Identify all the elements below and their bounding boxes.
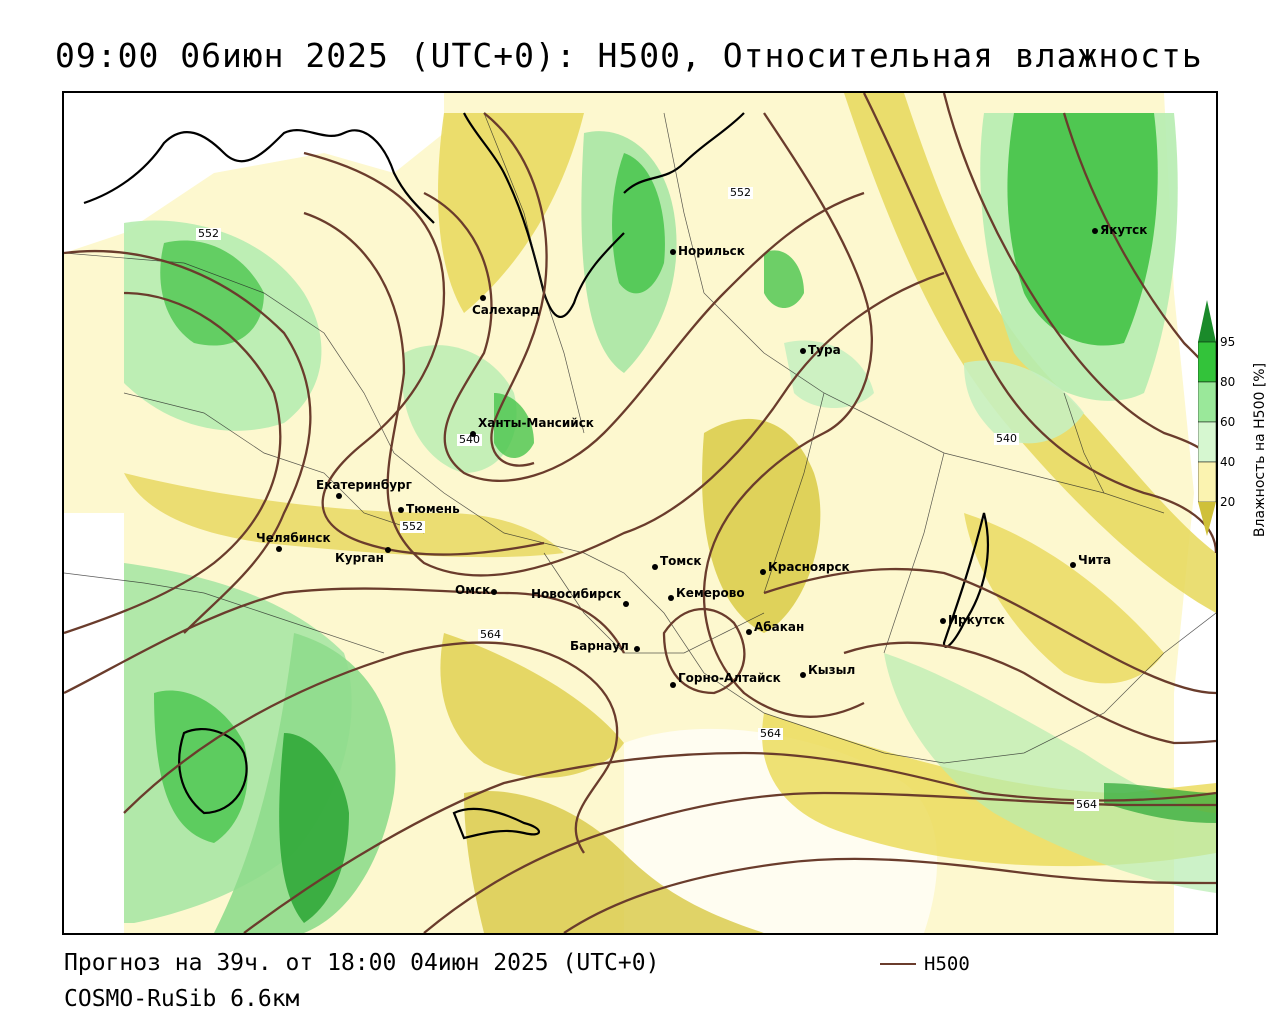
city-marker[interactable]: Екатеринбург (316, 478, 412, 499)
city-label: Омск (455, 583, 491, 597)
city-marker[interactable]: Курган (335, 547, 391, 565)
city-label: Новосибирск (531, 587, 622, 601)
city-marker[interactable]: Горно-Алтайск (670, 671, 781, 688)
city-label: Курган (335, 551, 384, 565)
city-marker[interactable]: Норильск (670, 244, 745, 258)
city-label: Тюмень (406, 502, 460, 516)
contour-label: 552 (400, 520, 425, 533)
colorbar-title: Влажность на H500 [%] (1252, 362, 1268, 538)
legend-label: H500 (924, 953, 970, 975)
city-label: Ханты-Мансийск (478, 416, 594, 430)
colorbar-tick: 40 (1220, 455, 1236, 469)
contour-label: 540 (994, 432, 1019, 445)
colorbar-tick: 20 (1220, 495, 1236, 509)
city-label: Норильск (678, 244, 745, 258)
city-label: Барнаул (570, 639, 629, 653)
city-label: Кемерово (676, 586, 745, 600)
city-label: Красноярск (768, 560, 850, 574)
city-marker[interactable]: Ханты-Мансийск (470, 416, 594, 437)
h500-line-swatch (880, 963, 916, 965)
city-label: Чита (1078, 553, 1112, 567)
map-title: 09:00 06июн 2025 (UTC+0): H500, Относите… (55, 36, 1203, 75)
contour-label: 564 (758, 727, 783, 740)
city-marker[interactable]: Омск (455, 583, 497, 597)
h500-contours (64, 93, 1216, 933)
city-marker[interactable]: Кызыл (800, 663, 856, 678)
city-label: Екатеринбург (316, 478, 412, 492)
city-label: Тура (808, 343, 841, 357)
city-marker[interactable]: Новосибирск (531, 587, 629, 607)
city-marker[interactable]: Томск (652, 554, 702, 570)
city-marker[interactable]: Красноярск (760, 560, 850, 575)
humidity-field (64, 93, 1216, 933)
city-label: Якутск (1100, 223, 1148, 237)
model-info: COSMO-RuSib 6.6км (64, 986, 300, 1012)
colorbar-graphic (1197, 300, 1217, 536)
city-marker[interactable]: Челябинск (256, 531, 331, 552)
colorbar-tick: 60 (1220, 415, 1236, 429)
legend: H500 (880, 952, 970, 976)
forecast-info: Прогноз на 39ч. от 18:00 04июн 2025 (UTC… (64, 950, 660, 976)
colorbar-tick: 80 (1220, 375, 1236, 389)
city-marker[interactable]: Барнаул (570, 639, 640, 653)
contour-label: 552 (196, 227, 221, 240)
city-label: Иркутск (948, 613, 1005, 627)
city-label: Томск (660, 554, 702, 568)
contour-label: 564 (478, 628, 503, 641)
contour-label: 552 (728, 186, 753, 199)
city-marker[interactable]: Салехард (472, 295, 540, 317)
contour-label: 540 (457, 433, 482, 446)
city-marker[interactable]: Абакан (746, 620, 805, 635)
map-panel[interactable]: 552 552 540 552 564 540 564 564 Салехард… (62, 91, 1218, 935)
colorbar-tick: 95 (1220, 335, 1236, 349)
city-label: Абакан (754, 620, 805, 634)
humidity-colorbar: 95 80 60 40 20 Влажность на H500 [%] (1197, 300, 1268, 600)
city-marker[interactable]: Тюмень (398, 502, 460, 516)
contour-label: 564 (1074, 798, 1099, 811)
city-label: Кызыл (808, 663, 856, 677)
city-marker[interactable]: Иркутск (940, 613, 1005, 627)
city-marker[interactable]: Чита (1070, 553, 1112, 568)
city-label: Салехард (472, 303, 540, 317)
city-label: Горно-Алтайск (678, 671, 781, 685)
city-marker[interactable]: Тура (800, 343, 841, 357)
city-marker[interactable]: Якутск (1092, 223, 1148, 237)
city-marker[interactable]: Кемерово (668, 586, 745, 601)
city-label: Челябинск (256, 531, 331, 545)
